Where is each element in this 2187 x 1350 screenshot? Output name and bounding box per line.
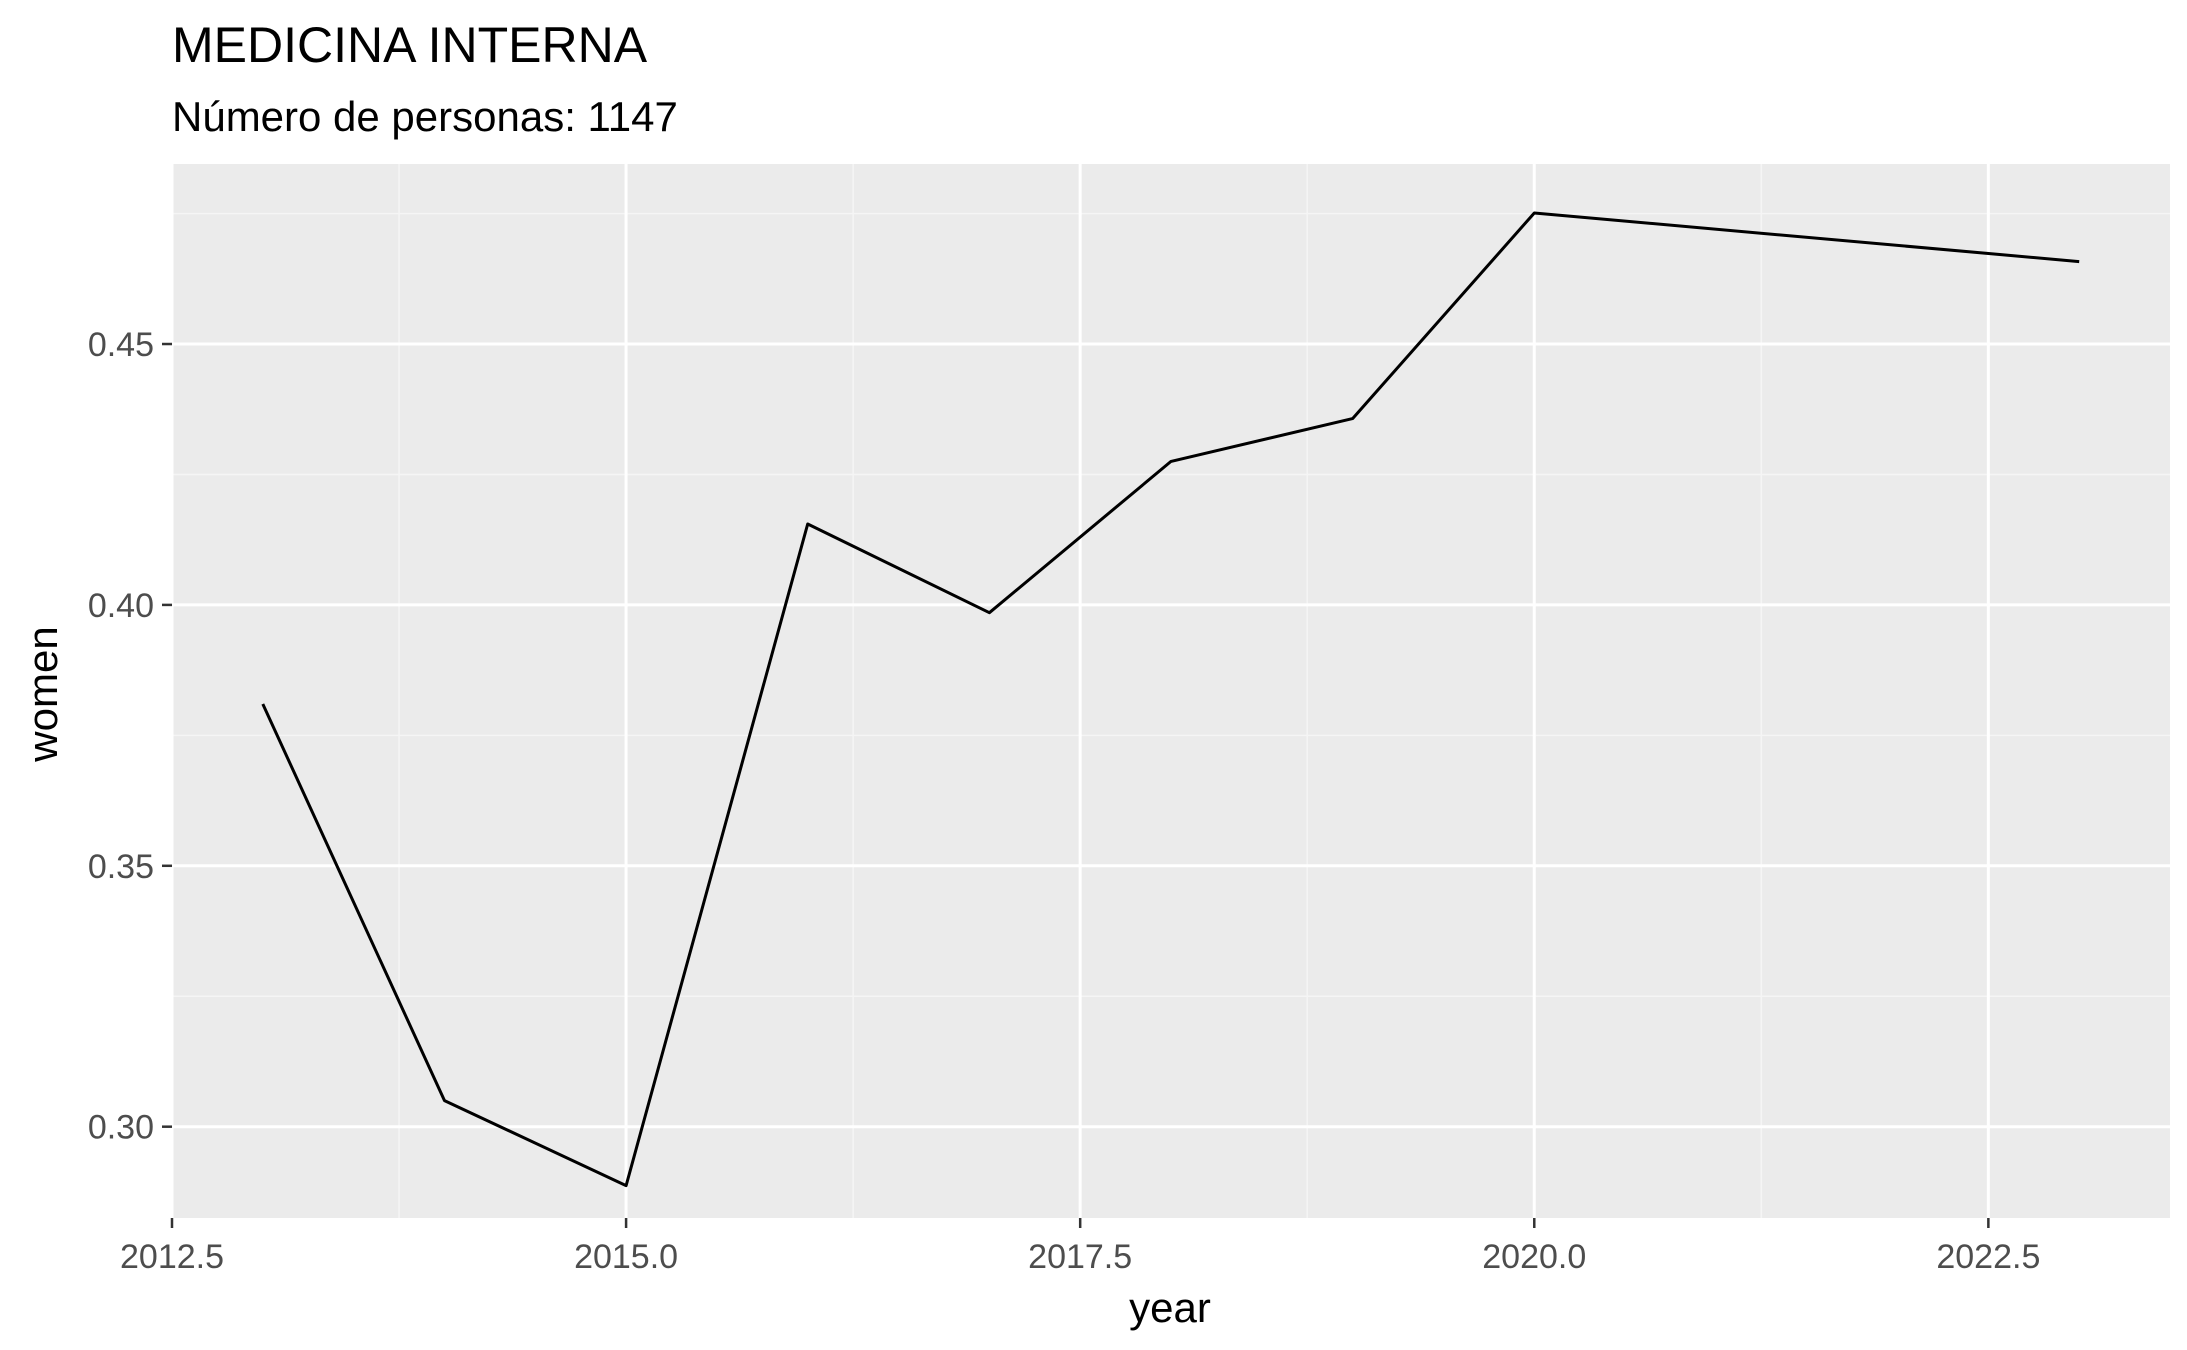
y-axis: 0.30 0.35 0.40 0.45	[88, 326, 172, 1147]
data-line	[261, 211, 2080, 1188]
x-tick-label: 2015.0	[574, 1238, 678, 1276]
x-tick-label: 2012.5	[120, 1238, 224, 1276]
x-tick-label: 2017.5	[1028, 1238, 1132, 1276]
x-tick-label: 2020.0	[1482, 1238, 1586, 1276]
y-tick-label: 0.35	[88, 848, 154, 886]
chart-title: MEDICINA INTERNA	[172, 17, 648, 73]
plot-panel	[172, 164, 2170, 1218]
x-axis: 2012.5 2015.0 2017.5 2020.0 2022.5	[120, 1218, 2040, 1276]
x-axis-title: year	[1129, 1284, 1211, 1331]
chart-subtitle: Número de personas: 1147	[172, 93, 678, 140]
x-tick-label: 2022.5	[1936, 1238, 2040, 1276]
y-tick-label: 0.30	[88, 1109, 154, 1147]
y-tick-label: 0.45	[88, 326, 154, 364]
y-axis-title: women	[19, 626, 66, 762]
y-tick-label: 0.40	[88, 587, 154, 625]
major-gridlines	[170, 164, 2170, 1218]
minor-gridlines	[172, 164, 2170, 1218]
